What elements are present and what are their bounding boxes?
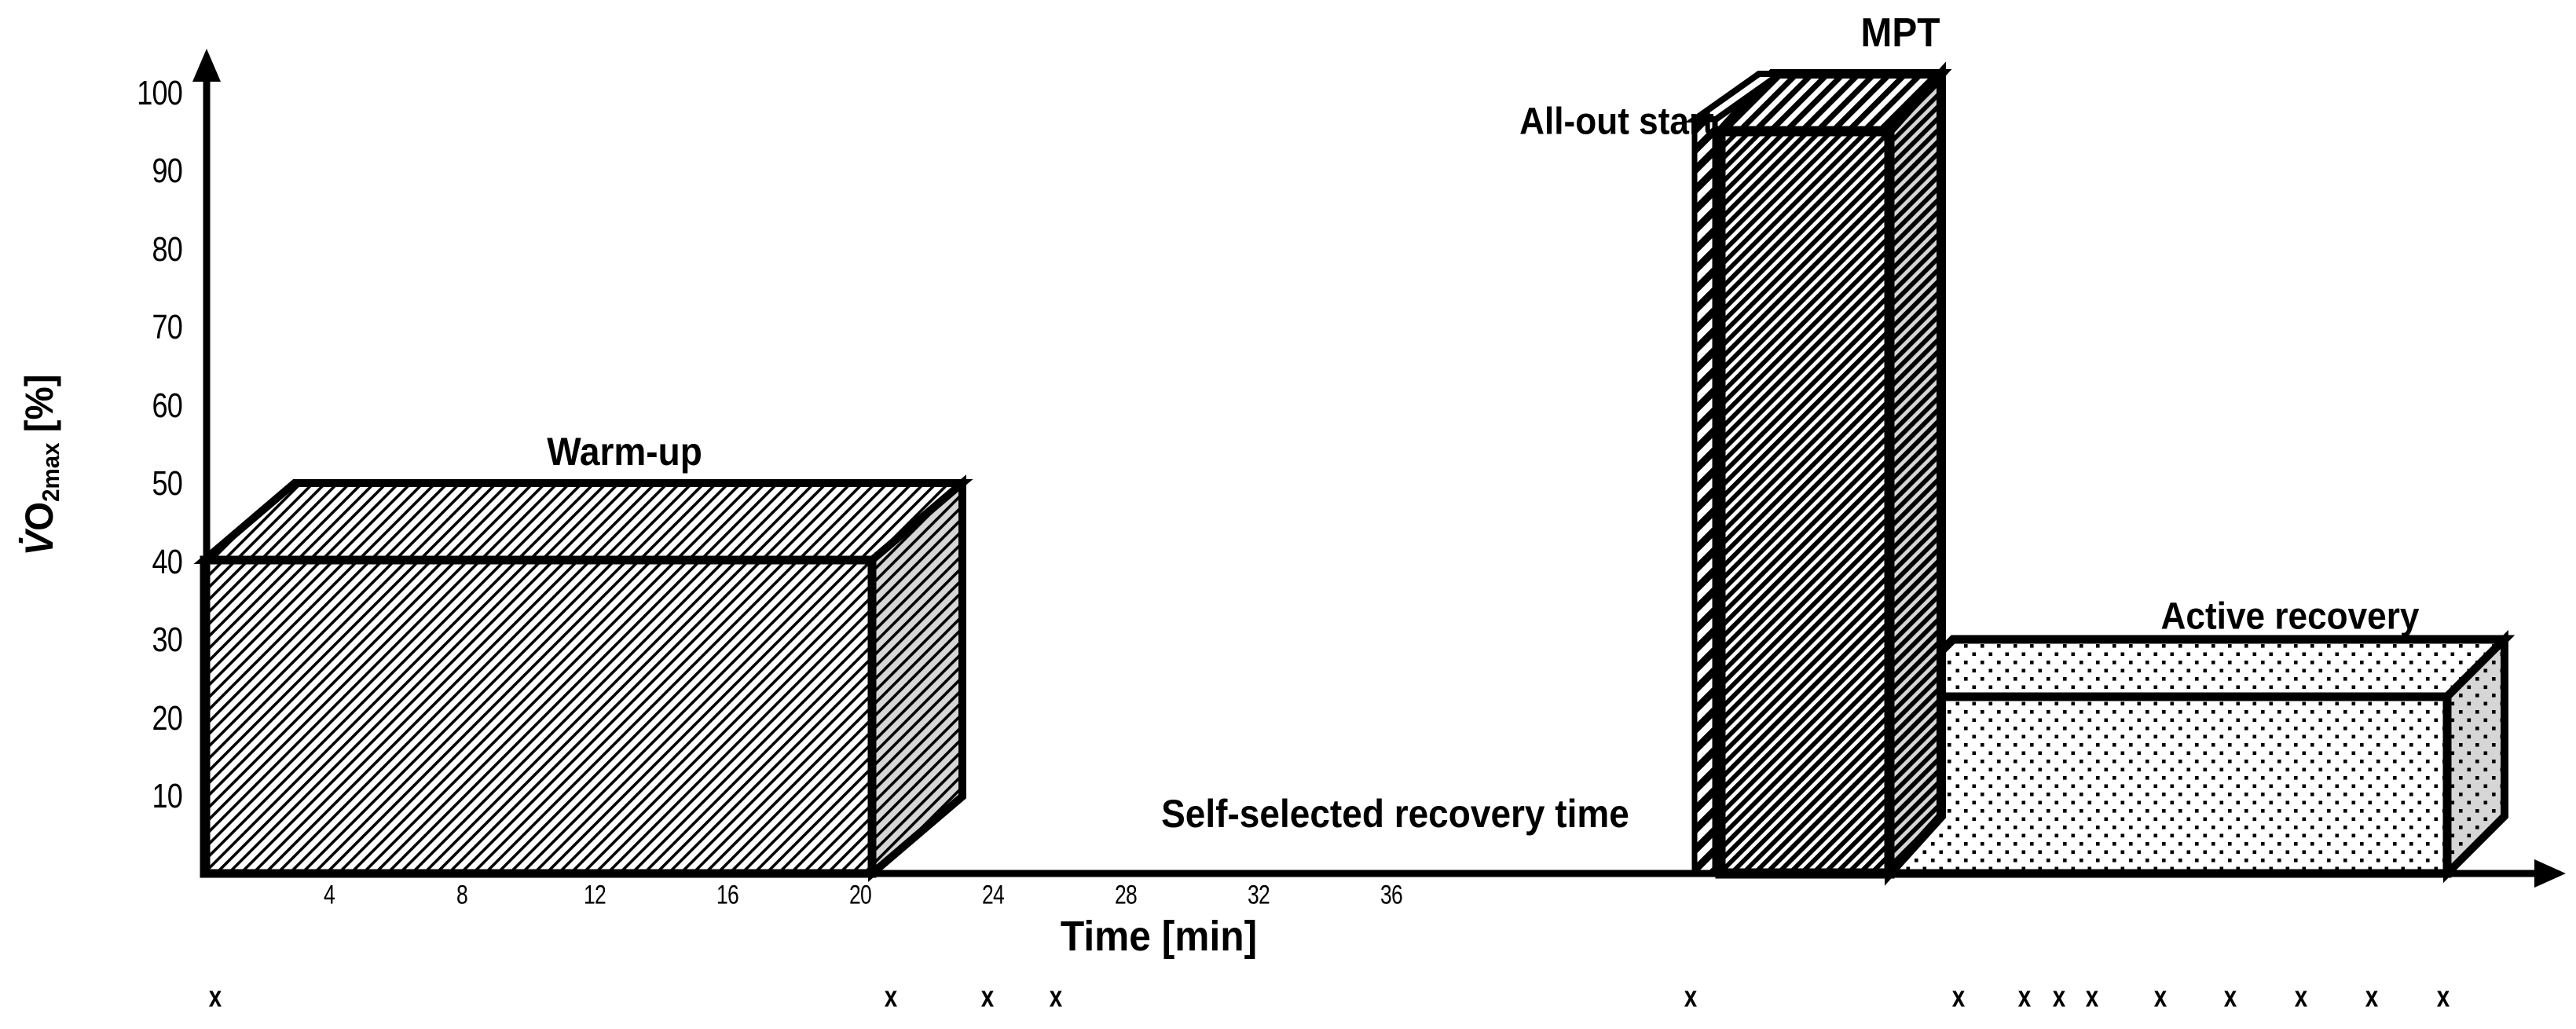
- measurement-mark: x: [2223, 980, 2237, 1014]
- active-recovery-side-dots: [2447, 639, 2505, 873]
- y-tick-20: 20: [152, 699, 182, 738]
- y-tick-90: 90: [152, 152, 182, 190]
- active-recovery-top-dots: [1896, 639, 2505, 697]
- measurement-mark: x: [2017, 980, 2032, 1014]
- mpt-box: [1709, 61, 1952, 886]
- x-tick-24: 24: [982, 880, 1005, 910]
- y-axis-title-vdot: V̇: [17, 530, 62, 556]
- y-tick-10: 10: [152, 777, 182, 815]
- y-axis-title-sub: 2max: [36, 442, 64, 502]
- measurement-mark: x: [2365, 980, 2379, 1014]
- measurement-mark: x: [1684, 980, 1698, 1014]
- measurement-mark: x: [2153, 980, 2167, 1014]
- warmup-box-side-hatch: [872, 483, 962, 873]
- x-tick-4: 4: [324, 880, 335, 910]
- all-out-start-label: All-out start: [1519, 101, 1714, 143]
- measurement-mark: x: [2436, 980, 2450, 1014]
- measurement-mark: x: [208, 980, 222, 1014]
- mpt-front-hatch: [1720, 131, 1889, 873]
- y-axis-title: V̇O2max [%]: [16, 374, 65, 555]
- axes: [192, 49, 2566, 888]
- self-selected-recovery-label: Self-selected recovery time: [1161, 792, 1629, 836]
- measurement-mark: x: [2085, 980, 2099, 1014]
- measurement-mark: x: [980, 980, 995, 1014]
- y-tick-80: 80: [152, 230, 182, 269]
- x-tick-20: 20: [849, 880, 872, 910]
- measurement-mark: x: [1049, 980, 1063, 1014]
- y-tick-70: 70: [152, 308, 182, 346]
- y-axis-title-o: O: [17, 501, 62, 531]
- x-axis-arrowhead: [2534, 859, 2566, 888]
- warmup-box: [193, 474, 973, 882]
- active-recovery-box: [1885, 629, 2516, 884]
- y-tick-100: 100: [137, 74, 183, 112]
- warmup-box-front-hatch: [204, 560, 872, 873]
- x-tick-36: 36: [1380, 880, 1403, 910]
- measurement-mark: x: [1951, 980, 1966, 1014]
- y-tick-60: 60: [152, 386, 182, 425]
- x-tick-32: 32: [1248, 880, 1270, 910]
- warmup-box-top-hatch: [204, 483, 962, 560]
- active-recovery-label: Active recovery: [2160, 595, 2420, 638]
- measurement-mark: x: [884, 980, 898, 1014]
- active-recovery-front-dots: [1896, 697, 2447, 873]
- warmup-label: Warm-up: [547, 430, 702, 474]
- x-axis-title: Time [min]: [1060, 913, 1258, 960]
- y-axis-title-unit: [%]: [17, 374, 62, 443]
- mpt-label: MPT: [1860, 10, 1940, 56]
- y-tick-30: 30: [152, 621, 182, 659]
- x-tick-12: 12: [584, 880, 606, 910]
- x-tick-8: 8: [456, 880, 468, 910]
- y-tick-40: 40: [152, 543, 182, 581]
- measurement-mark: x: [2294, 980, 2308, 1014]
- y-axis-arrowhead: [192, 49, 221, 82]
- all-out-start-front-stripes: [1695, 119, 1715, 873]
- mpt-top-hatch: [1720, 74, 1941, 131]
- x-tick-28: 28: [1115, 880, 1138, 910]
- mpt-side-hatch: [1889, 74, 1941, 873]
- measurement-mark: x: [2052, 980, 2066, 1014]
- all-out-start-bar: [1684, 71, 1790, 877]
- x-tick-16: 16: [716, 880, 739, 910]
- y-tick-50: 50: [152, 464, 182, 503]
